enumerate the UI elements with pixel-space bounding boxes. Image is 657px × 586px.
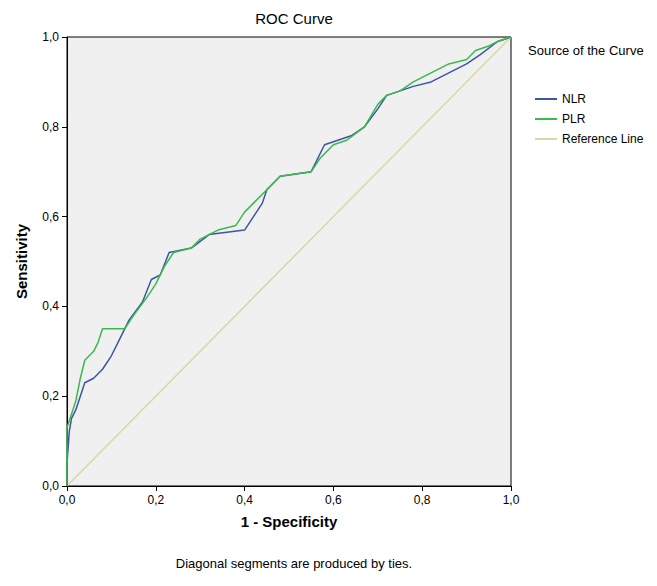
svg-text:0,0: 0,0	[59, 493, 76, 507]
svg-text:NLR: NLR	[562, 92, 586, 106]
svg-text:1 - Specificity: 1 - Specificity	[241, 513, 338, 530]
svg-text:0,0: 0,0	[42, 479, 59, 493]
svg-text:PLR: PLR	[562, 112, 586, 126]
svg-text:Diagonal segments are produced: Diagonal segments are produced by ties.	[176, 556, 412, 571]
svg-text:Source of the Curve: Source of the Curve	[528, 43, 644, 58]
svg-text:0,6: 0,6	[325, 493, 342, 507]
svg-text:0,6: 0,6	[42, 210, 59, 224]
svg-text:0,8: 0,8	[414, 493, 431, 507]
svg-text:0,2: 0,2	[42, 389, 59, 403]
svg-text:1,0: 1,0	[42, 30, 59, 44]
svg-text:1,0: 1,0	[503, 493, 520, 507]
svg-text:Sensitivity: Sensitivity	[13, 223, 30, 299]
svg-text:0,4: 0,4	[236, 493, 253, 507]
svg-text:ROC Curve: ROC Curve	[255, 10, 333, 27]
svg-text:0,8: 0,8	[42, 120, 59, 134]
svg-text:0,4: 0,4	[42, 299, 59, 313]
svg-text:Reference Line: Reference Line	[562, 132, 644, 146]
svg-text:0,2: 0,2	[147, 493, 164, 507]
